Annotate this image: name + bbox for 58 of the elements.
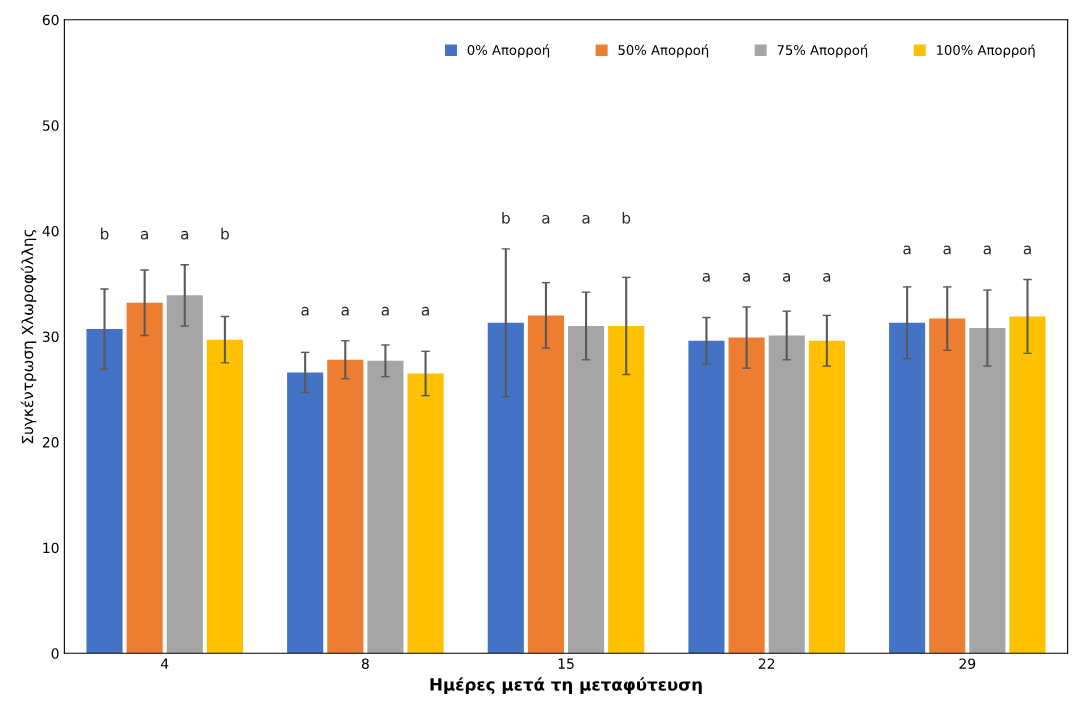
annotation: a xyxy=(742,273,750,282)
bar xyxy=(367,360,404,654)
annotation: b xyxy=(101,227,109,240)
annotation: a xyxy=(421,306,429,316)
bar xyxy=(287,372,324,654)
annotation: a xyxy=(702,273,710,282)
annotation: b xyxy=(622,211,631,224)
legend-label: 50% Απορροή xyxy=(618,44,709,58)
bar xyxy=(929,318,966,654)
bar xyxy=(1009,316,1046,654)
annotation: a xyxy=(341,306,349,316)
annotation: a xyxy=(943,245,951,255)
y-tick-label: 60 xyxy=(42,14,59,26)
bar xyxy=(166,295,203,654)
y-axis-title: Συγκέντρωση Χλωροφύλλης xyxy=(20,229,37,444)
bar xyxy=(327,359,364,654)
annotation: a xyxy=(181,230,189,240)
bar xyxy=(206,339,243,654)
legend-label: 100% Απορροή xyxy=(937,44,1035,58)
y-tick-label: 50 xyxy=(42,120,59,131)
bar xyxy=(688,340,725,654)
x-tick-label: 22 xyxy=(758,658,775,669)
annotation: a xyxy=(1023,245,1031,255)
bar xyxy=(889,322,926,654)
bar xyxy=(768,335,805,654)
bar xyxy=(407,373,444,654)
y-tick-label: 10 xyxy=(43,542,59,554)
x-tick-label: 8 xyxy=(361,658,369,669)
annotation: a xyxy=(903,245,911,255)
annotation: b xyxy=(221,227,229,240)
x-tick-label: 4 xyxy=(160,658,169,669)
x-tick-label: 29 xyxy=(959,658,976,669)
bar xyxy=(608,325,645,654)
y-tick-label: 20 xyxy=(42,437,59,448)
annotation: a xyxy=(140,230,148,240)
bar xyxy=(728,337,765,654)
annotation: a xyxy=(782,273,791,282)
y-tick-label: 30 xyxy=(42,331,59,342)
y-tick-label: 0 xyxy=(51,648,59,659)
annotation: a xyxy=(381,306,389,316)
annotation: a xyxy=(301,306,309,316)
x-tick-label: 15 xyxy=(558,658,574,669)
legend-label: 75% Απορροή xyxy=(777,44,868,58)
bar xyxy=(808,340,845,654)
bar xyxy=(527,315,564,654)
legend-label: 0% Απορροή xyxy=(467,44,550,58)
bar xyxy=(487,322,524,654)
annotation: a xyxy=(542,214,550,224)
bar xyxy=(568,325,605,654)
annotation: a xyxy=(823,273,831,282)
annotation: b xyxy=(502,211,510,224)
annotation: a xyxy=(582,214,590,224)
bar xyxy=(86,329,123,654)
x-axis-title: Ημέρες μετά τη μεταφύτευση xyxy=(430,677,702,694)
bar xyxy=(126,302,163,654)
y-tick-label: 40 xyxy=(42,225,59,237)
bar xyxy=(969,328,1006,654)
annotation: a xyxy=(983,245,991,255)
